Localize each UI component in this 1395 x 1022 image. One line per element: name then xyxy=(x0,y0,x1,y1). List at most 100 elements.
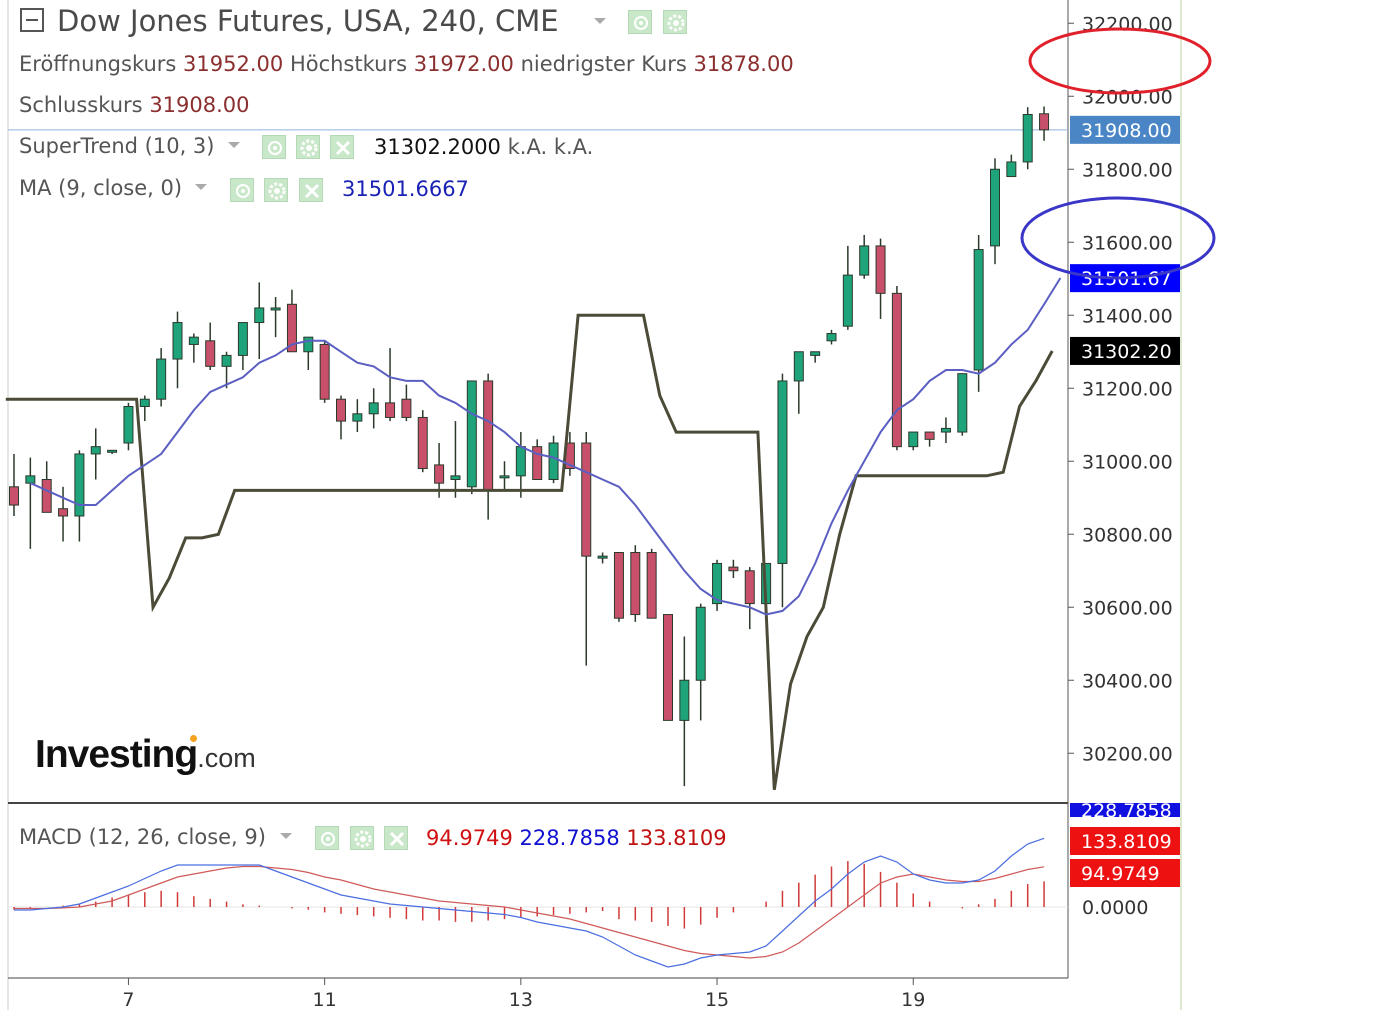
candle-body xyxy=(352,413,363,422)
x-tick-label: 11 xyxy=(313,989,337,1011)
candle-body xyxy=(286,303,297,353)
close-price-tag: 31908.00 xyxy=(1070,115,1180,144)
candle-body xyxy=(515,446,526,477)
candle xyxy=(663,614,673,721)
y-tick-label: 30800.00 xyxy=(1082,524,1173,546)
candle-body xyxy=(254,307,265,324)
candle-body xyxy=(1006,161,1017,178)
candle xyxy=(9,453,19,516)
gear-icon[interactable] xyxy=(264,178,288,202)
eye-icon[interactable] xyxy=(628,10,652,34)
dropdown-caret-icon[interactable] xyxy=(594,18,606,24)
candle xyxy=(1022,107,1033,170)
candle-body xyxy=(548,442,559,480)
candle-body xyxy=(74,453,85,517)
candle-body xyxy=(793,351,804,382)
candle xyxy=(810,351,821,363)
red-ellipse xyxy=(1028,27,1212,95)
supertrend-value: 31302.2000 xyxy=(374,135,501,159)
candle-body xyxy=(777,380,788,564)
candle xyxy=(286,289,297,353)
y-tick-label: 31400.00 xyxy=(1082,305,1173,327)
open-value: 31952.00 xyxy=(183,52,284,76)
y-tick-label: 30200.00 xyxy=(1082,743,1173,765)
candle xyxy=(728,559,739,579)
candle-body xyxy=(9,486,19,506)
macd-hist-tag: 94.9749 xyxy=(1070,859,1180,887)
candle xyxy=(597,552,608,564)
collapse-icon[interactable] xyxy=(20,8,44,32)
eye-icon[interactable] xyxy=(262,135,286,159)
close-row: Schlusskurs 31908.00 xyxy=(19,93,250,117)
candle-body xyxy=(663,614,673,721)
candle xyxy=(352,399,363,433)
candle xyxy=(532,439,543,480)
candle xyxy=(548,435,559,484)
candle xyxy=(793,351,804,414)
dropdown-caret-icon[interactable] xyxy=(280,833,292,839)
blue-ellipse xyxy=(1020,196,1216,280)
candle xyxy=(90,428,101,480)
candle-body xyxy=(908,431,919,448)
macd-line xyxy=(14,837,1045,968)
macd-line-tag: 228.7858 xyxy=(1070,800,1180,822)
close-icon[interactable] xyxy=(384,826,408,850)
ma-label[interactable]: MA (9, close, 0) xyxy=(19,176,183,200)
macd-label[interactable]: MACD (12, 26, close, 9) xyxy=(19,825,266,849)
candle-body xyxy=(319,343,330,400)
dropdown-caret-icon[interactable] xyxy=(195,184,207,190)
macd-hist-tag-text: 94.9749 xyxy=(1081,863,1160,885)
candle xyxy=(1006,154,1017,178)
candle xyxy=(842,245,853,330)
eye-icon[interactable] xyxy=(315,826,339,850)
logo-suffix: .com xyxy=(197,743,256,773)
gear-icon[interactable] xyxy=(296,135,320,159)
macd-line-tag-bg xyxy=(1070,803,1180,817)
candle xyxy=(777,373,788,608)
close-icon[interactable] xyxy=(330,135,354,159)
candle-body xyxy=(1022,114,1033,163)
candle-body xyxy=(810,351,821,356)
chart-title: Dow Jones Futures, USA, 240, CME xyxy=(57,4,559,38)
candle xyxy=(646,548,657,619)
candle-body xyxy=(842,274,853,327)
macd-signal-value: 133.8109 xyxy=(626,826,727,850)
close-icon[interactable] xyxy=(299,178,323,202)
macd-signal-tag-bg xyxy=(1070,827,1180,855)
candle xyxy=(940,417,951,443)
candle-body xyxy=(973,249,984,371)
candle-body xyxy=(139,398,150,408)
candle-body xyxy=(990,168,1000,247)
eye-icon[interactable] xyxy=(230,178,254,202)
candle xyxy=(499,461,510,491)
close-value: 31908.00 xyxy=(149,93,250,117)
candle-body xyxy=(940,427,951,433)
candle xyxy=(417,410,428,473)
candle-body xyxy=(466,380,477,488)
macd-hist-tag-bg xyxy=(1070,859,1180,887)
dropdown-caret-icon[interactable] xyxy=(228,142,240,148)
gear-icon[interactable] xyxy=(350,826,374,850)
macd-signal-line xyxy=(14,865,1045,959)
candle xyxy=(679,636,690,787)
candle xyxy=(336,395,346,440)
candle-body xyxy=(25,475,36,484)
candle xyxy=(613,552,624,622)
close-label: Schlusskurs xyxy=(19,93,143,117)
candle xyxy=(1039,106,1050,141)
supertrend-label[interactable]: SuperTrend (10, 3) xyxy=(19,134,215,158)
candle xyxy=(156,348,167,407)
candle-body xyxy=(630,552,641,616)
x-tick-label: 19 xyxy=(901,989,925,1011)
candle xyxy=(172,311,183,389)
candle xyxy=(924,431,935,447)
candle-body xyxy=(205,340,216,367)
supertrend-values: 31302.2000 k.A. k.A. xyxy=(374,135,593,159)
gear-icon[interactable] xyxy=(663,10,687,34)
annotations xyxy=(1020,27,1216,280)
candle-body xyxy=(123,406,134,444)
candle xyxy=(205,322,216,370)
candle xyxy=(973,234,984,392)
low-label: niedrigster Kurs xyxy=(520,52,687,76)
